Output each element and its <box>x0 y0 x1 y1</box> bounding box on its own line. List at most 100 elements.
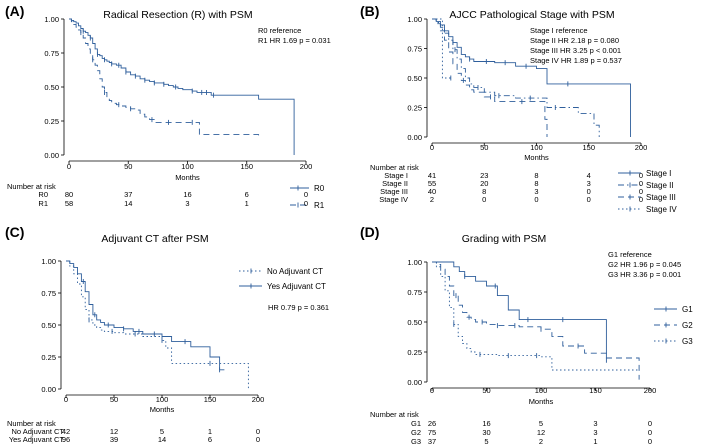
risk-count: 16 <box>482 419 490 428</box>
risk-count: 37 <box>428 437 436 444</box>
x-axis-label: Months <box>150 405 175 414</box>
km-panel-4: (D) Grading with PSM 0.00 0.25 0.50 0.75 1.00 0… <box>360 224 693 444</box>
y-tick-label: 0.50 <box>407 318 422 327</box>
hr-annotation: G2 HR 1.96 p = 0.045 <box>608 260 681 269</box>
y-tick-label: 0.00 <box>41 385 56 394</box>
legend-label: G1 <box>682 305 693 314</box>
x-tick-label: 50 <box>480 143 488 152</box>
legend-label: Stage IV <box>646 205 677 214</box>
hr-annotation: G3 HR 3.36 p = 0.001 <box>608 270 681 279</box>
km-panel-2: (B) AJCC Pathological Stage with PSM 0.00 0… <box>360 3 677 214</box>
risk-count: 3 <box>587 179 591 188</box>
risk-count: 55 <box>428 179 436 188</box>
y-tick-label: 0.25 <box>44 117 59 126</box>
x-tick-label: 200 <box>300 162 313 171</box>
risk-count: 12 <box>110 427 118 436</box>
legend-label: G2 <box>682 321 693 330</box>
y-tick-label: 0.75 <box>44 49 59 58</box>
x-axis-label: Months <box>529 397 554 406</box>
survival-curve-yes-adjuvant-ct <box>66 260 225 371</box>
hr-annotation: Stage IV HR 1.89 p = 0.537 <box>530 56 622 65</box>
risk-count: 3 <box>534 187 538 196</box>
legend-label: Stage I <box>646 169 671 178</box>
survival-curve-stage-iv <box>432 18 453 79</box>
risk-count: 12 <box>537 428 545 437</box>
risk-count: 0 <box>304 190 308 199</box>
x-axis-label: Months <box>175 173 200 182</box>
risk-count: 37 <box>124 190 132 199</box>
risk-count: 0 <box>587 195 591 204</box>
survival-curve-g2 <box>432 261 640 380</box>
risk-count: 4 <box>587 171 591 180</box>
hr-annotation: Stage I reference <box>530 26 588 35</box>
risk-row-label: G1 <box>411 419 421 428</box>
risk-count: 0 <box>648 437 652 444</box>
y-tick-label: 0.25 <box>407 348 422 357</box>
hr-annotation: HR 0.79 p = 0.361 <box>268 303 329 312</box>
y-tick-label: 1.00 <box>44 15 59 24</box>
x-tick-label: 100 <box>181 162 194 171</box>
survival-curve-stage-i <box>432 18 631 137</box>
x-tick-label: 200 <box>644 386 657 395</box>
y-tick-label: 0.00 <box>407 378 422 387</box>
km-panel-1: (A) Radical Resection (R) with PSM 0.00 0.2… <box>5 3 331 210</box>
risk-count: 1 <box>593 437 597 444</box>
km-panel-3: (C) Adjuvant CT after PSM 0.00 0.25 0.50 0.75… <box>5 224 329 444</box>
risk-row-label: Stage III <box>380 187 408 196</box>
risk-count: 40 <box>428 187 436 196</box>
risk-count: 6 <box>208 435 212 444</box>
x-tick-label: 0 <box>64 395 68 404</box>
risk-count: 0 <box>587 187 591 196</box>
risk-row-label: Stage I <box>384 171 408 180</box>
risk-count: 0 <box>256 427 260 436</box>
risk-table-title: Number at risk <box>7 419 56 428</box>
risk-row-label: Yes Adjuvant CT <box>9 435 65 444</box>
y-tick-label: 0.75 <box>407 288 422 297</box>
risk-count: 96 <box>62 435 70 444</box>
y-tick-label: 0.50 <box>41 321 56 330</box>
risk-count: 16 <box>183 190 191 199</box>
legend-label: G3 <box>682 337 693 346</box>
legend-label: Yes Adjuvant CT <box>267 282 326 291</box>
hr-annotation: R0 reference <box>258 26 301 35</box>
y-tick-label: 0.50 <box>44 83 59 92</box>
risk-count: 75 <box>428 428 436 437</box>
risk-count: 0 <box>639 179 643 188</box>
hr-annotation: R1 HR 1.69 p = 0.031 <box>258 36 331 45</box>
risk-count: 14 <box>124 199 132 208</box>
risk-count: 3 <box>593 428 597 437</box>
survival-curve-g1 <box>432 261 607 363</box>
risk-count: 1 <box>208 427 212 436</box>
x-tick-label: 0 <box>430 143 434 152</box>
hr-annotation: G1 reference <box>608 250 652 259</box>
y-tick-label: 1.00 <box>41 257 56 266</box>
risk-count: 8 <box>534 171 538 180</box>
risk-count: 3 <box>593 419 597 428</box>
risk-count: 8 <box>534 179 538 188</box>
x-tick-label: 150 <box>204 395 217 404</box>
x-tick-label: 150 <box>240 162 253 171</box>
x-tick-label: 50 <box>482 386 490 395</box>
survival-curve-r1 <box>69 18 260 139</box>
y-tick-label: 0.00 <box>44 151 59 160</box>
risk-count: 80 <box>65 190 73 199</box>
risk-count: 41 <box>428 171 436 180</box>
x-tick-label: 0 <box>430 386 434 395</box>
risk-count: 14 <box>158 435 166 444</box>
risk-count: 3 <box>185 199 189 208</box>
risk-count: 23 <box>480 171 488 180</box>
risk-table-title: Number at risk <box>370 410 419 419</box>
x-tick-label: 150 <box>589 386 602 395</box>
survival-curve-stage-iii <box>432 18 548 137</box>
risk-count: 0 <box>534 195 538 204</box>
risk-count: 26 <box>428 419 436 428</box>
x-axis-label: Months <box>524 153 549 162</box>
risk-count: 2 <box>430 195 434 204</box>
risk-count: 0 <box>256 435 260 444</box>
legend-label: R0 <box>314 184 325 193</box>
x-tick-label: 0 <box>67 162 71 171</box>
survival-curve-r0 <box>69 18 295 155</box>
x-tick-label: 100 <box>530 143 543 152</box>
risk-table-title: Number at risk <box>7 182 56 191</box>
y-tick-label: 0.75 <box>41 289 56 298</box>
